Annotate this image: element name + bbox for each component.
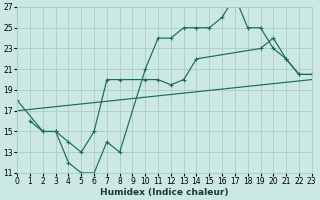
X-axis label: Humidex (Indice chaleur): Humidex (Indice chaleur)	[100, 188, 229, 197]
